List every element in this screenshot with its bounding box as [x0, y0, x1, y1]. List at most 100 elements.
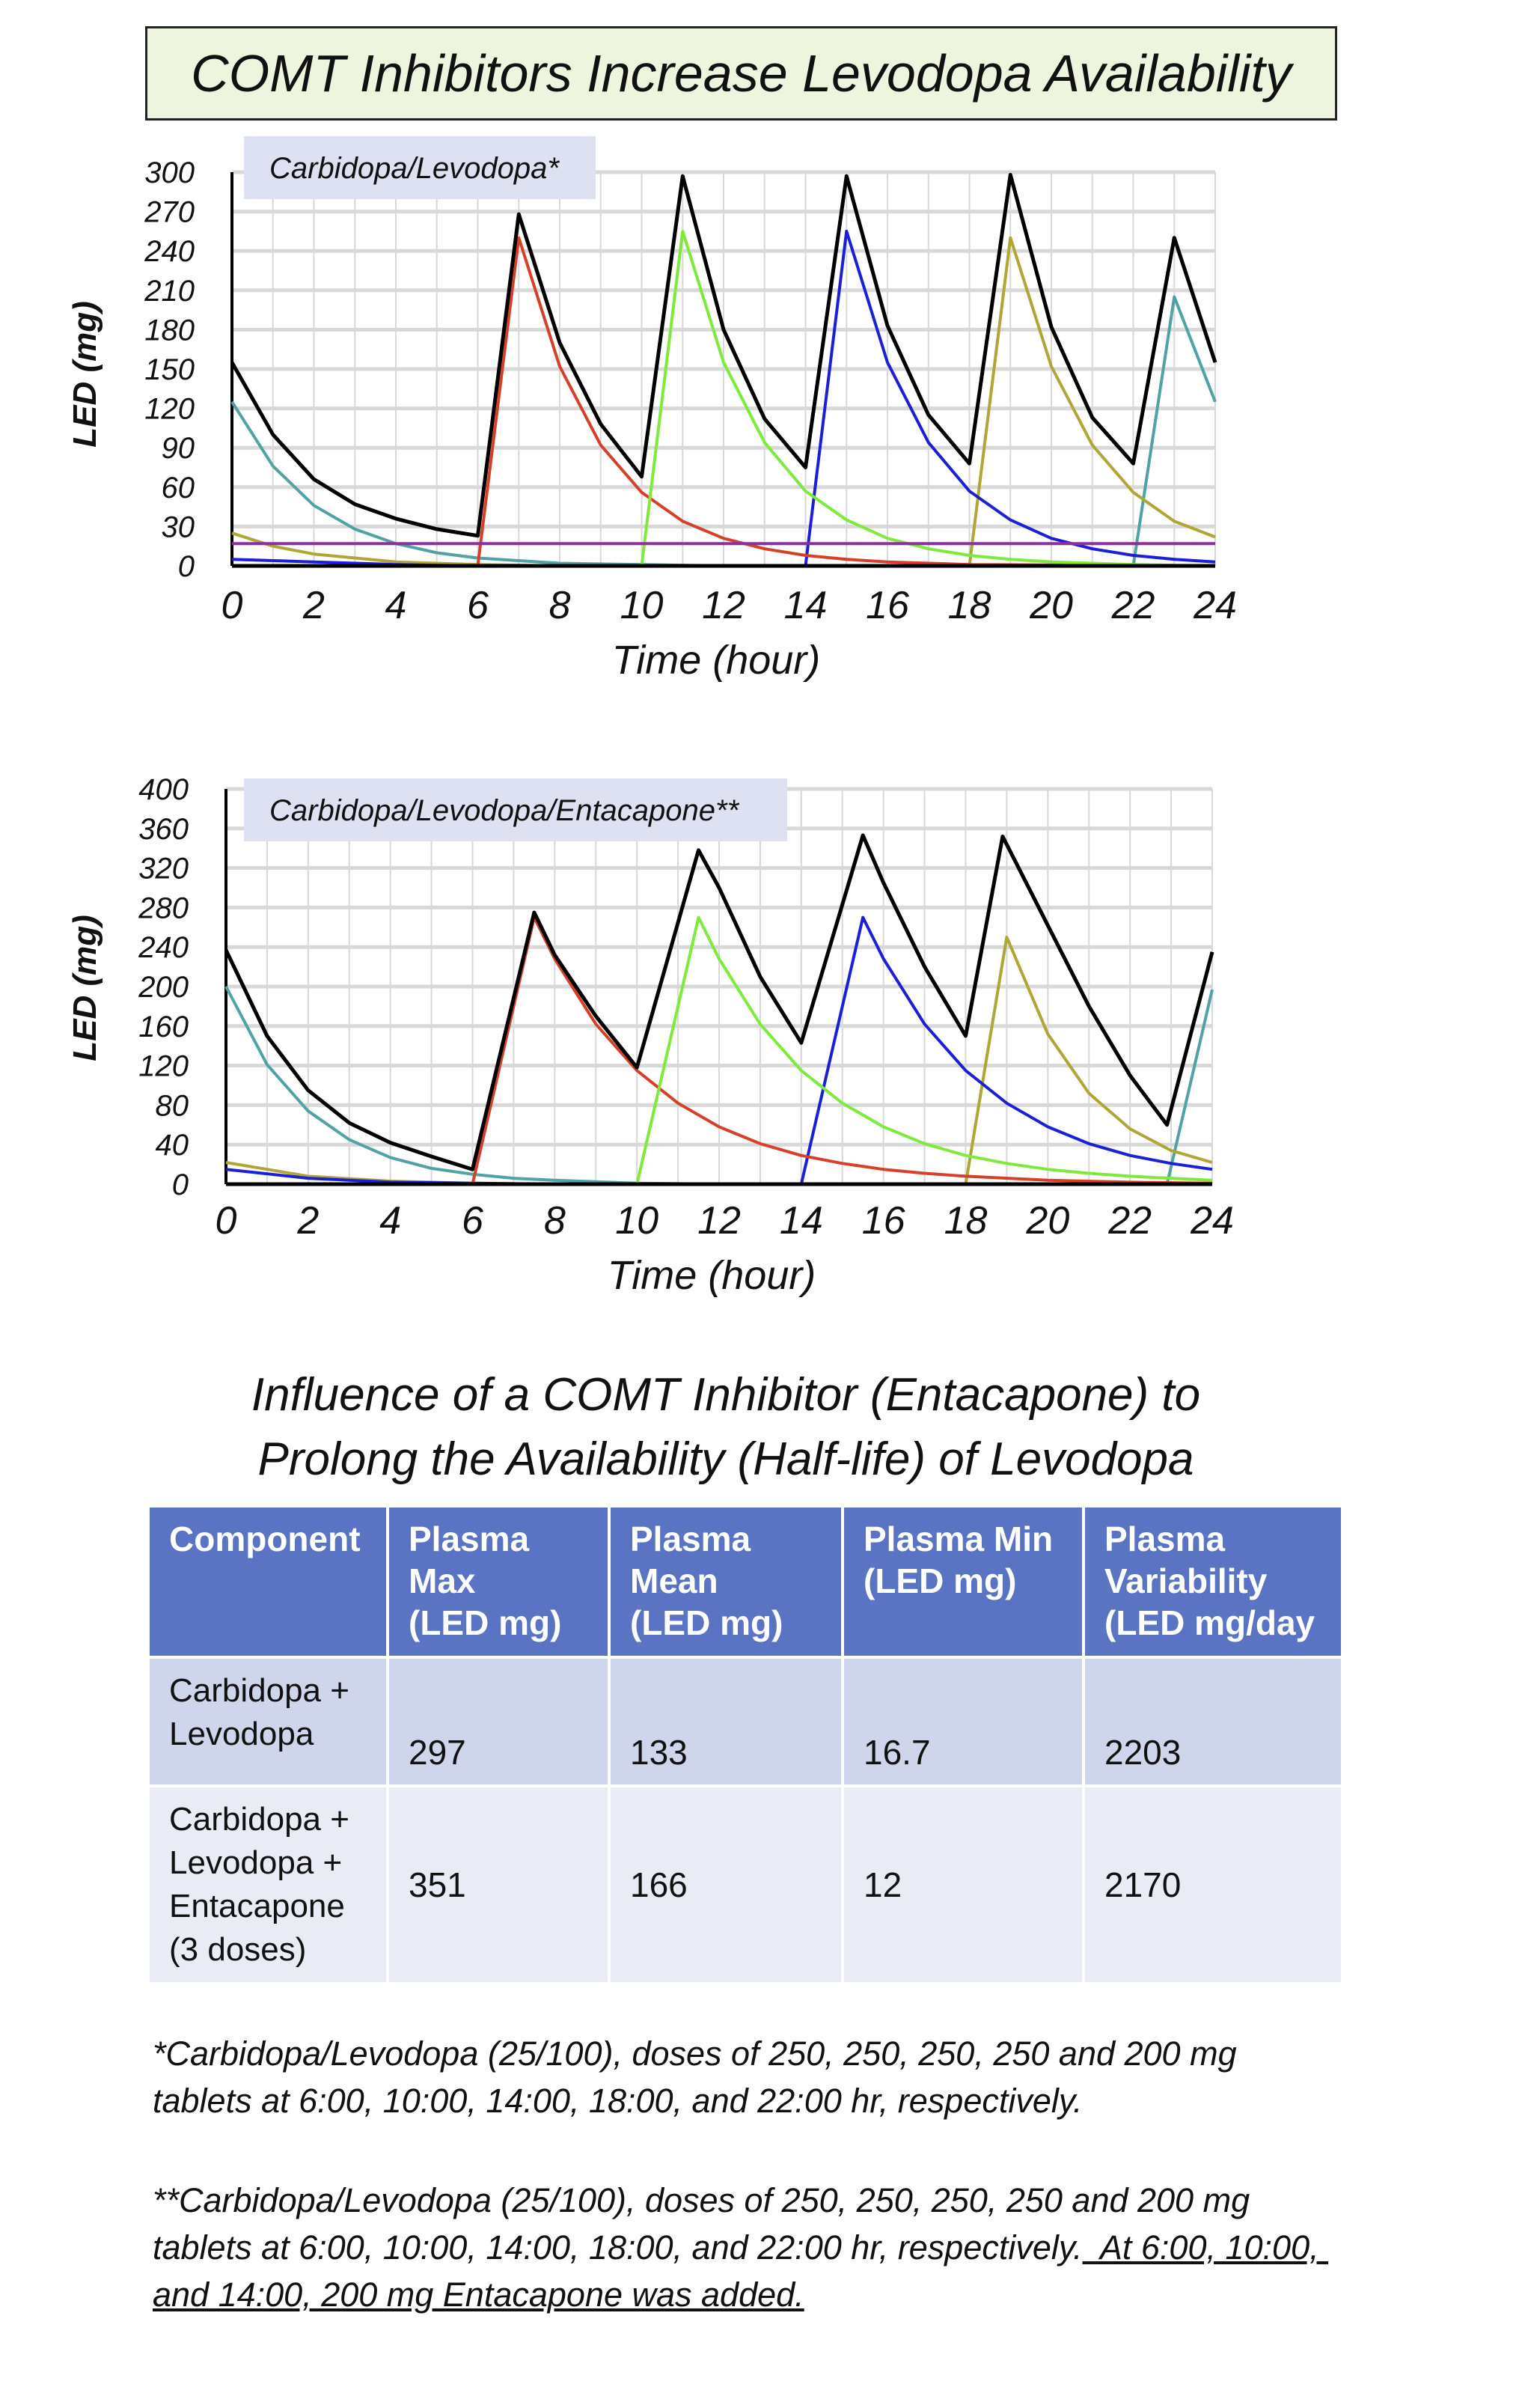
- series-line-7: [230, 173, 1217, 538]
- chart-label-box: [244, 136, 596, 199]
- header-mean: Plasma Mean (LED mg): [611, 1508, 841, 1656]
- header-text: (LED mg): [630, 1603, 783, 1642]
- footnote-2: **Carbidopa/Levodopa (25/100), doses of …: [153, 2177, 1500, 2318]
- y-tick-label: 240: [138, 931, 189, 964]
- cell-component: Carbidopa + Levodopa + Entacapone (3 doses): [150, 1787, 386, 1982]
- header-max: Plasma Max (LED mg): [389, 1508, 608, 1656]
- header-text: Mean: [630, 1561, 718, 1600]
- y-tick-label: 0: [178, 550, 195, 583]
- header-text: (LED mg/day: [1104, 1603, 1315, 1642]
- table-header-row: Component Plasma Max (LED mg) Plasma Mean (L…: [150, 1508, 1341, 1656]
- header-text: Max: [409, 1561, 476, 1600]
- x-axis-label: Time (hour): [612, 638, 821, 683]
- x-tick-label: 8: [544, 1199, 566, 1243]
- cell-mean: 166: [611, 1787, 841, 1982]
- chart-label: Carbidopa/Levodopa/Entacapone**: [269, 794, 740, 827]
- footnote-underlined-text: At 6:00, 10:00,: [1082, 2228, 1329, 2267]
- header-text: Plasma: [1104, 1520, 1226, 1558]
- x-tick-label: 24: [1193, 584, 1237, 627]
- y-tick-label: 150: [144, 353, 195, 386]
- cell-min: 16.7: [844, 1659, 1082, 1784]
- header-text: (LED mg): [409, 1603, 562, 1642]
- cell-text: Levodopa +: [169, 1844, 343, 1881]
- y-tick-label: 80: [156, 1089, 189, 1122]
- x-tick-label: 18: [948, 584, 991, 627]
- x-tick-label: 14: [780, 1199, 823, 1243]
- y-tick-label: 120: [144, 393, 195, 426]
- y-tick-label: 300: [144, 156, 195, 189]
- x-tick-label: 4: [385, 584, 407, 627]
- y-tick-label: 30: [162, 510, 195, 543]
- y-tick-label: 200: [138, 971, 189, 1004]
- x-tick-label: 22: [1111, 584, 1155, 627]
- header-text: Plasma Min: [864, 1520, 1054, 1558]
- x-tick-label: 10: [615, 1199, 658, 1243]
- series-line-6: [224, 833, 1214, 1171]
- x-tick-label: 4: [379, 1199, 401, 1243]
- series-line-5: [226, 915, 1213, 1186]
- x-tick-label: 6: [467, 584, 489, 627]
- y-tick-label: 240: [144, 235, 195, 268]
- header-component: Component: [150, 1508, 386, 1656]
- cell-component: Carbidopa + Levodopa: [150, 1659, 386, 1784]
- footnote-text: tablets at 6:00, 10:00, 14:00, 18:00, an…: [153, 2082, 1083, 2120]
- x-tick-label: 10: [620, 584, 664, 627]
- series-line-4: [232, 236, 1216, 567]
- y-tick-label: 120: [138, 1050, 189, 1083]
- x-tick-label: 8: [549, 584, 571, 627]
- cell-min: 12: [844, 1787, 1082, 1982]
- header-text: Variability: [1104, 1561, 1268, 1600]
- cell-variability: 2203: [1085, 1659, 1341, 1784]
- y-tick-label: 180: [144, 314, 195, 347]
- y-tick-label: 210: [144, 275, 195, 308]
- cell-text: Carbidopa +: [169, 1801, 349, 1838]
- y-axis-label: LED (mg): [67, 915, 103, 1061]
- y-tick-label: 270: [144, 196, 195, 229]
- x-tick-label: 16: [866, 584, 909, 627]
- footnote-text: tablets at 6:00, 10:00, 14:00, 18:00, an…: [153, 2228, 1083, 2267]
- footnote-text: **Carbidopa/Levodopa (25/100), doses of …: [153, 2181, 1250, 2219]
- x-tick-label: 18: [944, 1199, 988, 1243]
- y-tick-label: 60: [162, 472, 195, 505]
- comparison-table: Component Plasma Max (LED mg) Plasma Mean (L…: [147, 1505, 1344, 1985]
- y-tick-label: 0: [172, 1168, 189, 1201]
- header-text: (LED mg): [864, 1561, 1017, 1600]
- x-tick-label: 12: [697, 1199, 741, 1243]
- y-axis-label: LED (mg): [67, 301, 103, 448]
- table-row: Carbidopa + Levodopa 297 133 16.7 2203: [150, 1659, 1341, 1784]
- cell-text: (3 doses): [169, 1931, 307, 1968]
- x-tick-label: 12: [702, 584, 745, 627]
- y-tick-label: 360: [138, 813, 189, 846]
- table-title-line-2: Prolong the Availability (Half-life) of …: [257, 1433, 1194, 1485]
- x-tick-label: 20: [1029, 584, 1073, 627]
- x-tick-label: 16: [862, 1199, 905, 1243]
- header-text: Plasma: [630, 1520, 751, 1558]
- footnote-underlined-text: and 14:00, 200 mg Entacapone was added.: [153, 2276, 804, 2314]
- footnote-text: *Carbidopa/Levodopa (25/100), doses of 2…: [153, 2034, 1237, 2073]
- x-tick-label: 0: [216, 1199, 237, 1243]
- cell-max: 297: [389, 1659, 608, 1784]
- table-title-line-1: Influence of a COMT Inhibitor (Entacapon…: [251, 1369, 1201, 1421]
- cell-max: 351: [389, 1787, 608, 1982]
- header-text: Plasma: [409, 1520, 530, 1558]
- x-tick-label: 2: [296, 1199, 319, 1243]
- series-line-5: [232, 229, 1216, 567]
- x-tick-label: 0: [221, 584, 243, 627]
- y-tick-label: 90: [162, 432, 195, 465]
- x-tick-label: 6: [462, 1199, 483, 1243]
- x-tick-label: 22: [1107, 1199, 1152, 1243]
- footnote-text: tablets at 6:00, 10:00, 14:00, 18:00, an…: [153, 2224, 1500, 2271]
- chart-label-box: [244, 778, 787, 841]
- cell-text: Levodopa: [169, 1716, 314, 1752]
- x-axis-label: Time (hour): [608, 1253, 816, 1298]
- footnote-1: *Carbidopa/Levodopa (25/100), doses of 2…: [153, 2030, 1500, 2124]
- cell-variability: 2170: [1085, 1787, 1341, 1982]
- x-tick-label: 14: [784, 584, 828, 627]
- cell-text: Carbidopa +: [169, 1672, 349, 1709]
- x-tick-label: 2: [302, 584, 325, 627]
- cell-mean: 133: [611, 1659, 841, 1784]
- y-tick-label: 40: [156, 1129, 189, 1162]
